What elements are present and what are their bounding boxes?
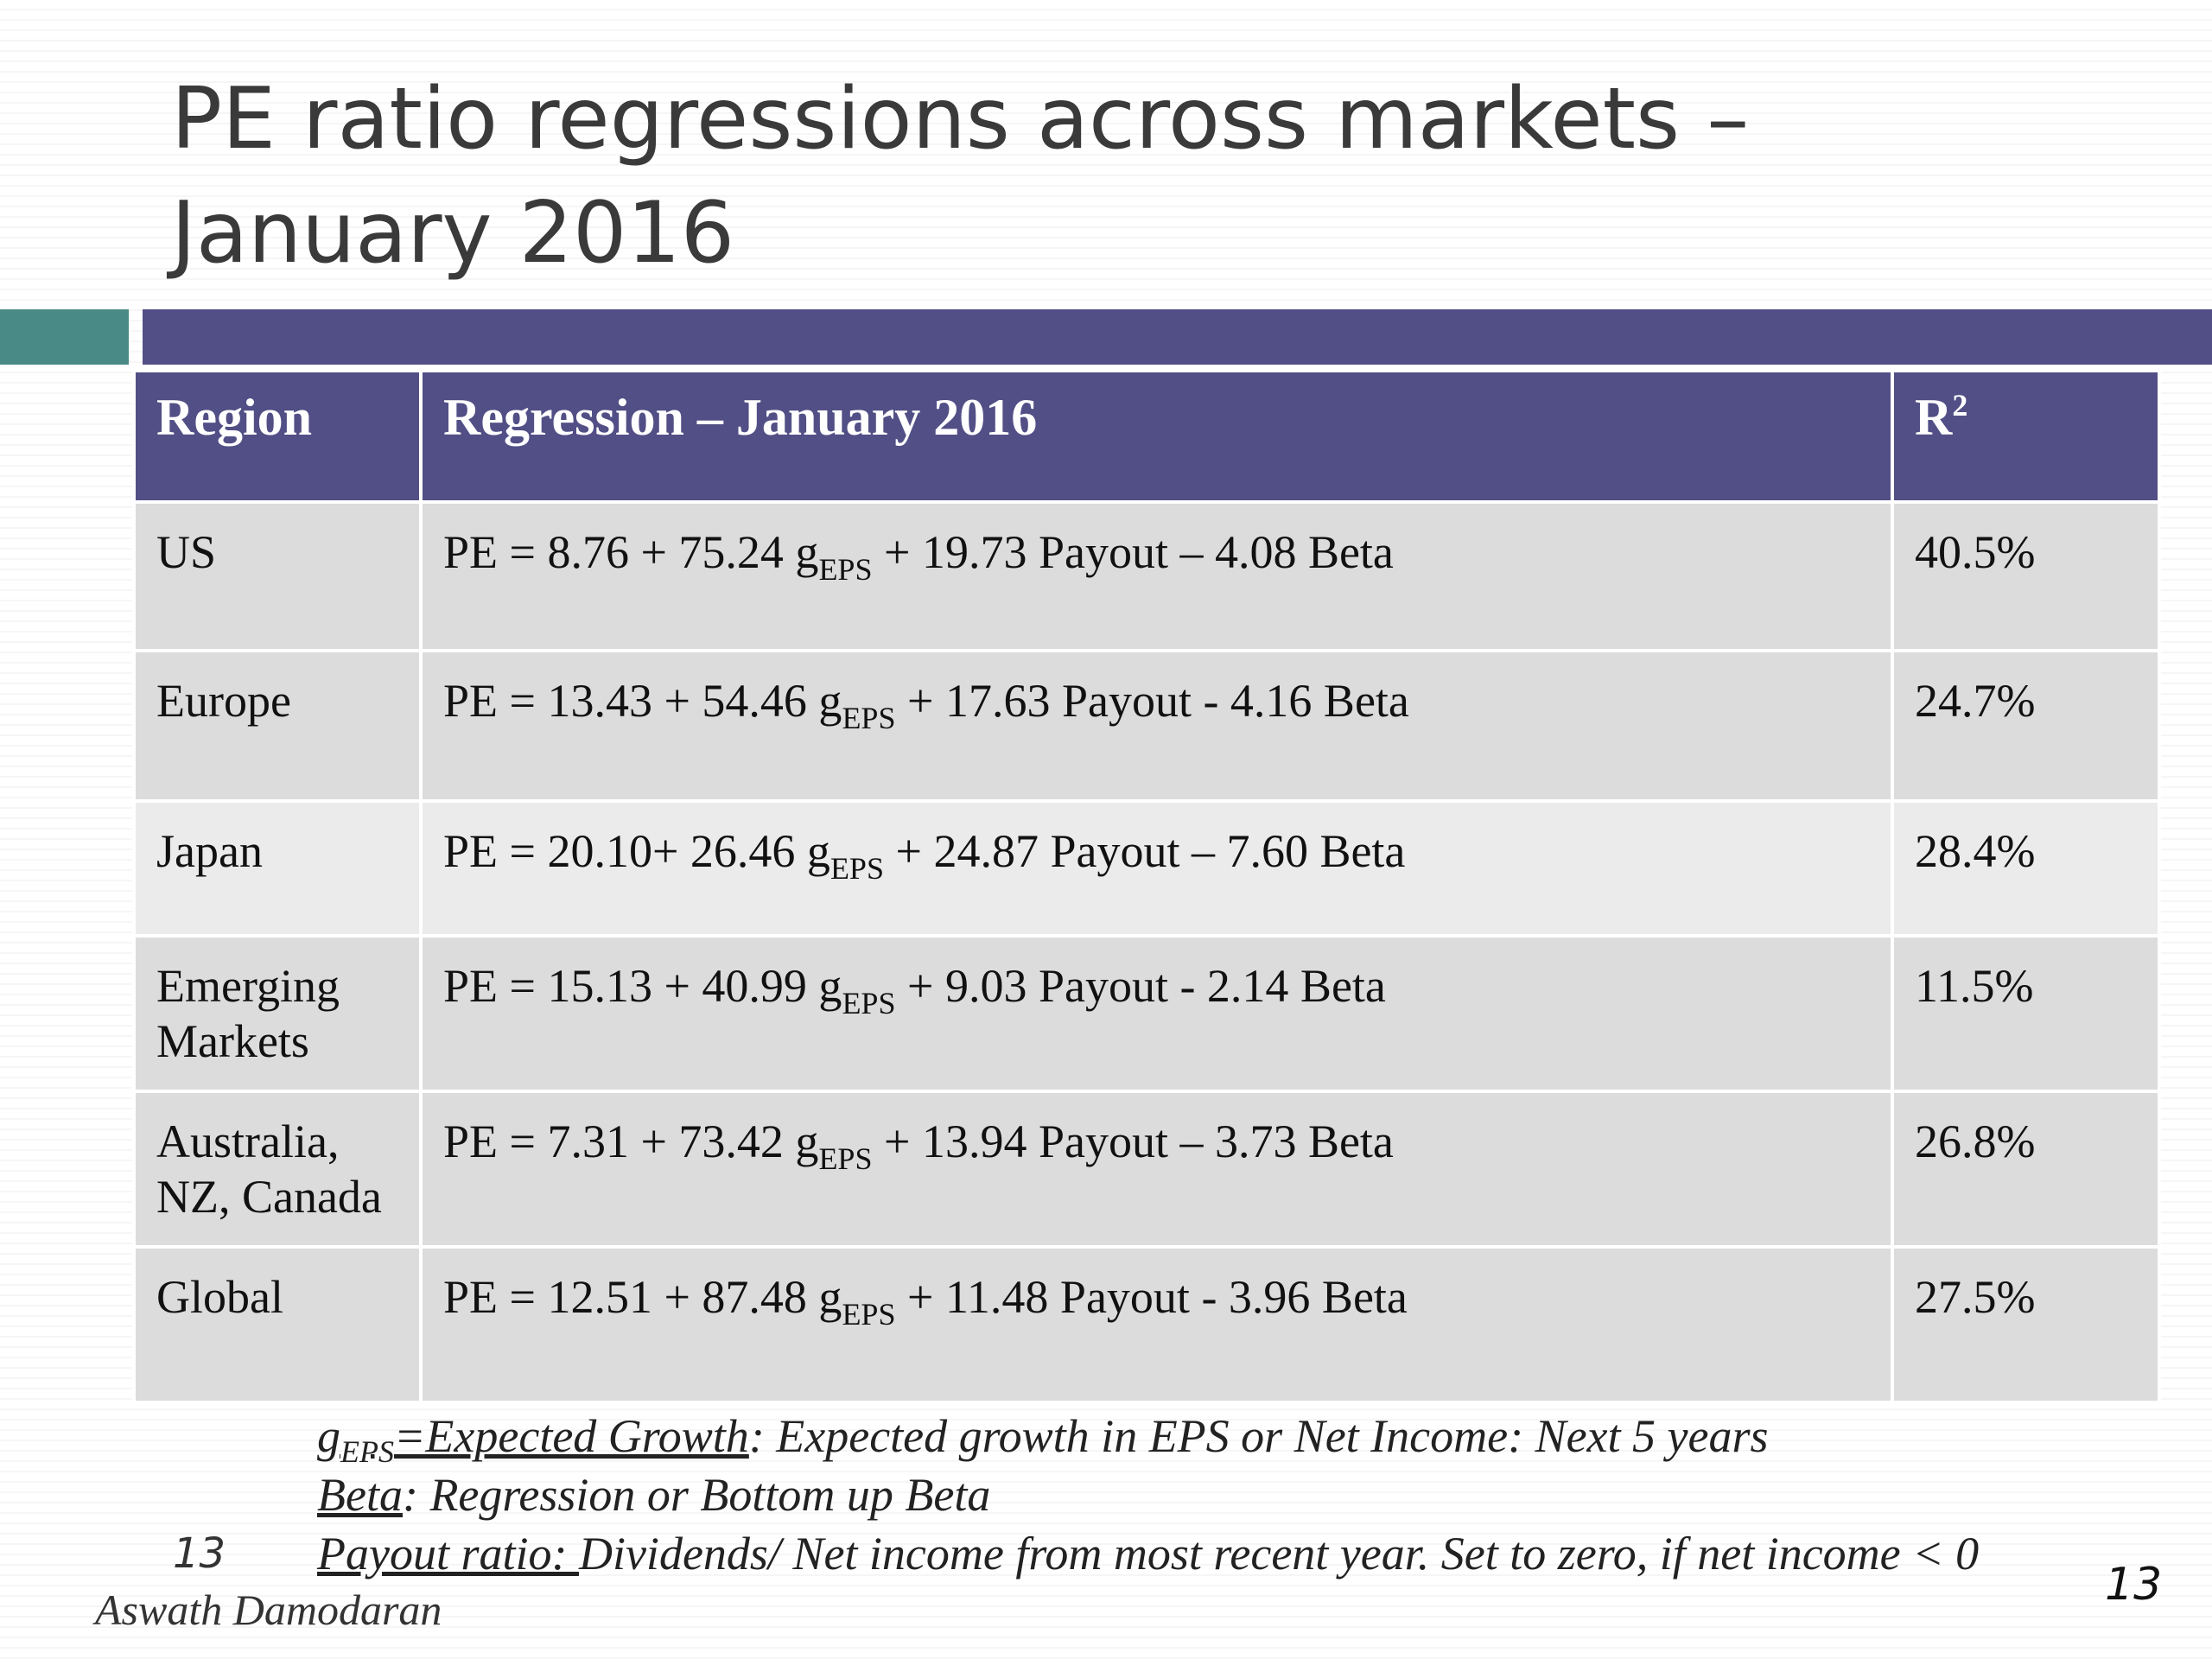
region-cell: Emerging Markets bbox=[132, 934, 423, 1093]
r-squared-cell: 24.7% bbox=[1891, 649, 2161, 803]
header-r-squared: R2 bbox=[1891, 369, 2161, 504]
r-squared-cell: 40.5% bbox=[1891, 500, 2161, 652]
header-region: Region bbox=[132, 369, 423, 504]
note-beta: Beta: Regression or Bottom up Beta bbox=[317, 1469, 991, 1521]
slide-title: PE ratio regressions across markets – Ja… bbox=[171, 70, 1750, 283]
regression-table: Region Regression – January 2016 R2 US P… bbox=[132, 369, 2161, 1404]
table-row: Emerging Markets PE = 15.13 + 40.99 gEPS … bbox=[132, 934, 2161, 1093]
slide-number: 13 bbox=[173, 1529, 226, 1578]
table-header-row: Region Regression – January 2016 R2 bbox=[132, 369, 2161, 504]
table-row: Europe PE = 13.43 + 54.46 gEPS + 17.63 P… bbox=[132, 649, 2161, 803]
regression-cell: PE = 12.51 + 87.48 gEPS + 11.48 Payout -… bbox=[419, 1245, 1894, 1404]
note-growth: gEPS=Expected Growth: Expected growth in… bbox=[317, 1410, 1769, 1469]
regression-cell: PE = 8.76 + 75.24 gEPS + 19.73 Payout – … bbox=[419, 500, 1894, 652]
r-squared-cell: 26.8% bbox=[1891, 1090, 2161, 1249]
table-row: Global PE = 12.51 + 87.48 gEPS + 11.48 P… bbox=[132, 1245, 2161, 1404]
accent-bar bbox=[0, 309, 129, 365]
regression-cell: PE = 7.31 + 73.42 gEPS + 13.94 Payout – … bbox=[419, 1090, 1894, 1249]
r-squared-cell: 11.5% bbox=[1891, 934, 2161, 1093]
author-name: Aswath Damodaran bbox=[95, 1586, 442, 1634]
r-squared-cell: 27.5% bbox=[1891, 1245, 2161, 1404]
title-divider-bar bbox=[143, 309, 2212, 365]
header-regression: Regression – January 2016 bbox=[419, 369, 1894, 504]
region-cell: Japan bbox=[132, 799, 423, 938]
region-cell: Australia, NZ, Canada bbox=[132, 1090, 423, 1249]
regression-cell: PE = 15.13 + 40.99 gEPS + 9.03 Payout - … bbox=[419, 934, 1894, 1093]
regression-cell: PE = 13.43 + 54.46 gEPS + 17.63 Payout -… bbox=[419, 649, 1894, 803]
definitions-notes: gEPS=Expected Growth: Expected growth in… bbox=[317, 1407, 2132, 1583]
r-squared-cell: 28.4% bbox=[1891, 799, 2161, 938]
region-cell: Europe bbox=[132, 649, 423, 803]
note-payout: Payout ratio: Dividends/ Net income from… bbox=[317, 1528, 1980, 1580]
region-cell: US bbox=[132, 500, 423, 652]
table-row: Japan PE = 20.10+ 26.46 gEPS + 24.87 Pay… bbox=[132, 799, 2161, 938]
region-cell: Global bbox=[132, 1245, 423, 1404]
table-row: US PE = 8.76 + 75.24 gEPS + 19.73 Payout… bbox=[132, 500, 2161, 652]
table-row: Australia, NZ, Canada PE = 7.31 + 73.42 g… bbox=[132, 1090, 2161, 1249]
slide-number-corner: 13 bbox=[2105, 1559, 2163, 1611]
regression-cell: PE = 20.10+ 26.46 gEPS + 24.87 Payout – … bbox=[419, 799, 1894, 938]
